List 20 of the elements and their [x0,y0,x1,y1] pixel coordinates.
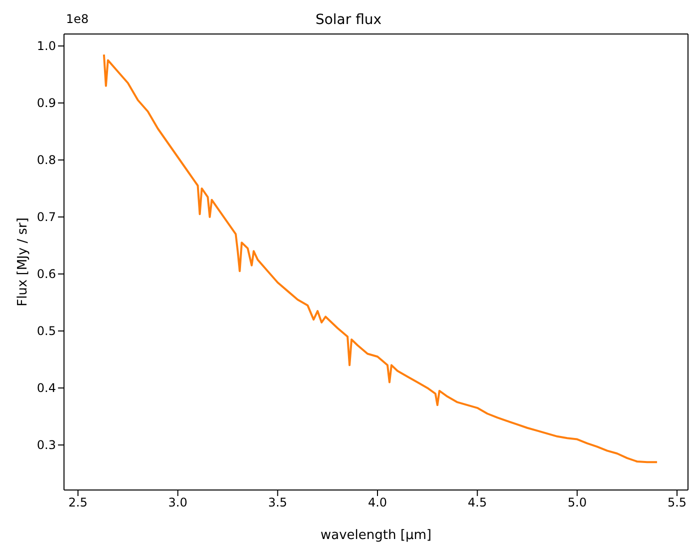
y-tick-label: 0.8 [36,153,56,168]
chart-title: Solar flux [315,12,382,28]
x-tick-label: 5.0 [568,496,587,510]
x-axis-title: wavelength [μm] [320,528,432,543]
y-tick-label: 0.6 [36,267,56,282]
x-tick-label: 2.5 [68,496,88,510]
x-tick-label: 5.5 [667,496,687,510]
y-tick-label: 0.4 [36,381,56,396]
x-tick-label: 3.0 [168,496,188,510]
y-tick-label: 0.3 [36,438,56,452]
y-tick-label: 0.5 [36,324,56,338]
y-tick-label: 1.0 [36,39,56,54]
text: 1e8 [66,12,89,26]
x-tick-label: 3.5 [268,496,288,510]
y-tick-label: 0.7 [36,210,56,224]
x-tick-label: 4.0 [368,496,388,510]
x-tick-label: 4.5 [468,496,487,510]
line-series [102,54,658,464]
y-tick-label: 0.9 [36,96,56,110]
y-axis-title: Flux [MJy / sr] [16,218,31,306]
